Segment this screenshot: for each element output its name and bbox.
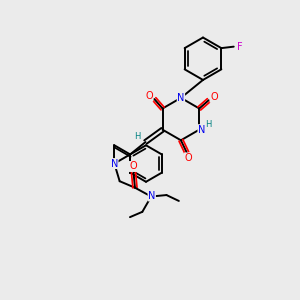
Text: O: O [145,91,153,101]
Text: H: H [206,120,212,129]
Text: N: N [148,191,155,201]
Text: N: N [198,125,205,135]
Text: F: F [237,42,243,52]
Text: O: O [210,92,218,102]
Text: N: N [177,93,184,103]
Text: O: O [129,161,137,172]
Text: H: H [134,132,140,141]
Text: O: O [184,153,192,163]
Text: N: N [111,158,118,169]
